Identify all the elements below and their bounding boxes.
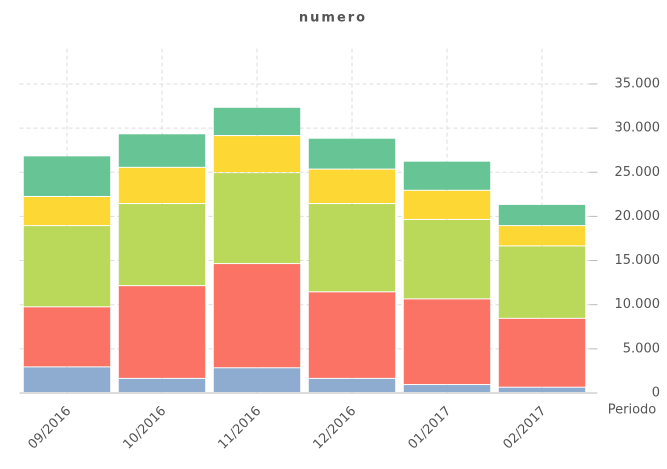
- bar-segment: [23, 226, 111, 307]
- x-tick-label: 02/2017: [501, 404, 550, 453]
- bar-segment: [498, 204, 586, 226]
- bar-segment: [23, 196, 111, 226]
- y-tick-label: 25.000: [615, 165, 661, 180]
- bar-segment: [403, 190, 491, 219]
- bar-segment: [403, 299, 491, 385]
- bar-segment: [403, 219, 491, 299]
- bar-segment: [118, 204, 206, 286]
- y-tick-label: 20.000: [615, 209, 661, 224]
- bar-segment: [118, 378, 206, 392]
- y-tick-label: 5.000: [623, 341, 660, 356]
- x-tick-label: 11/2016: [216, 404, 265, 453]
- bar-segment: [213, 107, 301, 136]
- bar-segment: [498, 226, 586, 246]
- bar-segment: [403, 385, 491, 392]
- bar-segment: [403, 161, 491, 190]
- x-tick-label: 10/2016: [121, 404, 170, 453]
- x-tick-label: 09/2016: [26, 404, 75, 453]
- bar-segment: [23, 307, 111, 367]
- x-axis-label: Periodo: [608, 403, 657, 418]
- bar-segment: [213, 173, 301, 264]
- bar-segment: [498, 387, 586, 392]
- bar-segment: [498, 318, 586, 387]
- x-tick-label: 12/2016: [311, 404, 360, 453]
- bar-segment: [118, 134, 206, 167]
- bar-segment: [308, 138, 396, 169]
- bar-segment: [23, 367, 111, 392]
- bar-segment: [118, 286, 206, 378]
- bar-segment: [498, 246, 586, 318]
- y-tick-label: 35.000: [615, 76, 661, 91]
- bar-segment: [308, 292, 396, 378]
- bar-segment: [308, 378, 396, 392]
- y-tick-label: 30.000: [615, 121, 661, 136]
- chart-title: numero: [299, 11, 367, 26]
- bar-segment: [213, 136, 301, 173]
- bar-segment: [213, 368, 301, 392]
- bar-segment: [308, 204, 396, 292]
- x-tick-label: 01/2017: [406, 404, 455, 453]
- bar-segment: [118, 167, 206, 204]
- bar-segment: [308, 169, 396, 204]
- y-tick-label: 0: [652, 386, 660, 401]
- y-tick-label: 10.000: [615, 297, 661, 312]
- bar-segment: [23, 156, 111, 196]
- bar-segment: [213, 264, 301, 368]
- y-tick-label: 15.000: [615, 253, 661, 268]
